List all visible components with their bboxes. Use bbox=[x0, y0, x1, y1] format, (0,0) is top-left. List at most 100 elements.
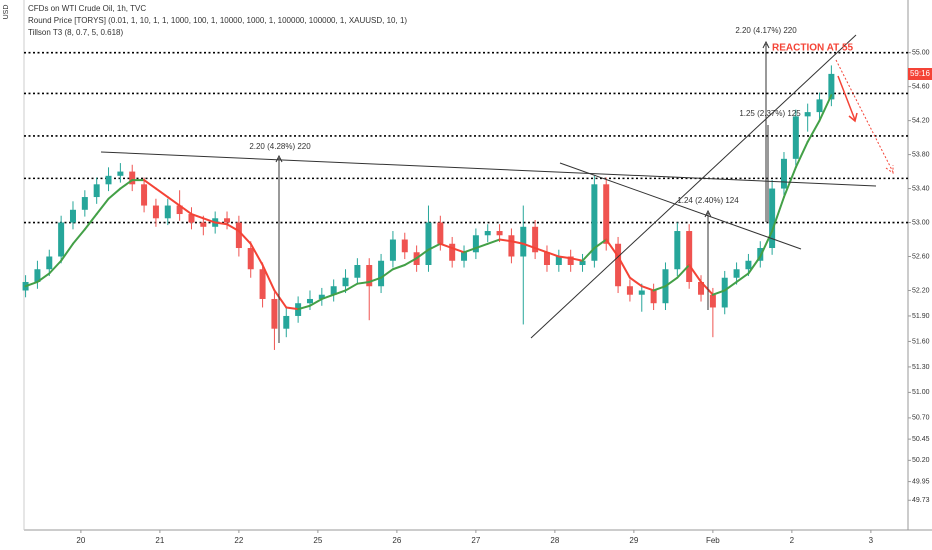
measure-label: 1.25 (2.37%) 125 bbox=[739, 109, 801, 118]
t3-segment bbox=[463, 247, 477, 254]
t3-segment bbox=[806, 119, 821, 143]
candle-body bbox=[615, 243, 622, 287]
candle-body bbox=[46, 256, 53, 270]
candle-body bbox=[816, 99, 823, 113]
measure-arrow bbox=[762, 40, 770, 49]
t3-segment bbox=[308, 297, 323, 307]
candle-body bbox=[330, 286, 337, 295]
t3-segment bbox=[237, 230, 252, 245]
trendline bbox=[100, 151, 877, 187]
candle-body bbox=[674, 231, 681, 270]
x-tick-label: 29 bbox=[629, 536, 638, 545]
t3-segment bbox=[593, 238, 608, 250]
candle-body bbox=[306, 298, 313, 304]
candle-body bbox=[792, 116, 799, 159]
y-tick-label: 51.90 bbox=[912, 313, 930, 320]
t3-segment bbox=[415, 248, 430, 260]
candle-body bbox=[342, 277, 349, 287]
candle-body bbox=[401, 239, 408, 253]
candle-body bbox=[733, 269, 740, 278]
price-label-box bbox=[908, 68, 932, 80]
measure-arrow bbox=[704, 209, 712, 218]
t3-segment bbox=[356, 280, 371, 285]
candle-body bbox=[164, 205, 171, 219]
candle-body bbox=[532, 226, 539, 253]
y-tick-label: 52.20 bbox=[912, 287, 930, 294]
t3-segment bbox=[178, 204, 193, 216]
x-tick-label: Feb bbox=[706, 536, 720, 545]
t3-segment bbox=[510, 240, 525, 245]
candle-body bbox=[650, 290, 657, 304]
candle-body bbox=[117, 171, 124, 176]
candle-body bbox=[828, 73, 835, 100]
candle-body bbox=[141, 184, 148, 206]
y-tick-label: 53.40 bbox=[912, 185, 930, 192]
t3-segment bbox=[676, 264, 691, 279]
y-tick-label: 53.80 bbox=[912, 151, 930, 158]
t3-segment bbox=[688, 264, 703, 283]
candle-body bbox=[259, 269, 266, 299]
candle-body bbox=[200, 222, 207, 227]
x-tick-label: 28 bbox=[550, 536, 559, 545]
y-tick-label: 52.60 bbox=[912, 253, 930, 260]
y-tick-label: 50.70 bbox=[912, 415, 930, 422]
t3-segment bbox=[143, 179, 157, 190]
t3-segment bbox=[569, 257, 584, 262]
candle-body bbox=[152, 205, 159, 219]
y-tick-label: 50.45 bbox=[912, 436, 930, 443]
candle-body bbox=[378, 260, 385, 287]
t3-segment bbox=[380, 268, 394, 279]
t3-segment bbox=[451, 247, 466, 254]
candle-body bbox=[425, 222, 432, 265]
t3-segment bbox=[107, 187, 122, 200]
candle-body bbox=[235, 222, 242, 249]
t3-segment bbox=[617, 255, 631, 279]
t3-segment bbox=[83, 213, 98, 231]
x-tick-label: 20 bbox=[76, 536, 85, 545]
plot bbox=[22, 51, 908, 350]
candle-body bbox=[709, 294, 716, 308]
x-tick-label: 21 bbox=[155, 536, 164, 545]
t3-segment bbox=[486, 238, 501, 245]
t3-segment bbox=[320, 293, 335, 300]
candle-body bbox=[437, 222, 444, 244]
t3-segment bbox=[154, 187, 169, 199]
y-tick-label: 50.20 bbox=[912, 457, 930, 464]
candle-body bbox=[69, 209, 76, 223]
t3-segment bbox=[545, 251, 560, 258]
t3-segment bbox=[522, 242, 537, 250]
candle-body bbox=[508, 235, 515, 257]
y-tick-label: 55.00 bbox=[912, 50, 930, 57]
x-tick-label: 3 bbox=[869, 536, 874, 545]
t3-segment bbox=[36, 272, 51, 283]
candle-body bbox=[591, 184, 598, 261]
x-tick-label: 25 bbox=[313, 536, 322, 545]
y-tick-label: 49.73 bbox=[912, 497, 930, 504]
candle-body bbox=[484, 231, 491, 236]
candle-body bbox=[721, 277, 728, 308]
t3-segment bbox=[711, 289, 726, 296]
t3-segment bbox=[557, 255, 572, 260]
t3-segment bbox=[605, 238, 620, 258]
candle-body bbox=[567, 256, 574, 265]
x-tick-label: 27 bbox=[471, 536, 480, 545]
y-tick-label: 49.95 bbox=[912, 478, 930, 485]
t3-segment bbox=[95, 197, 110, 216]
candle-body bbox=[472, 235, 479, 253]
candle-body bbox=[769, 188, 776, 249]
t3-segment bbox=[344, 282, 359, 292]
t3-segment bbox=[214, 221, 229, 226]
t3-segment bbox=[664, 276, 679, 288]
t3-segment bbox=[747, 255, 762, 275]
candle-body bbox=[224, 218, 231, 223]
candle-body bbox=[354, 265, 361, 278]
t3-segment bbox=[166, 196, 181, 207]
t3-segment bbox=[48, 259, 63, 275]
t3-segment bbox=[226, 223, 240, 233]
t3-segment bbox=[818, 94, 833, 122]
t3-segment bbox=[285, 306, 300, 311]
y-tick-label: 54.60 bbox=[912, 83, 930, 90]
t3-segment bbox=[60, 242, 74, 262]
candle-body bbox=[780, 158, 787, 189]
